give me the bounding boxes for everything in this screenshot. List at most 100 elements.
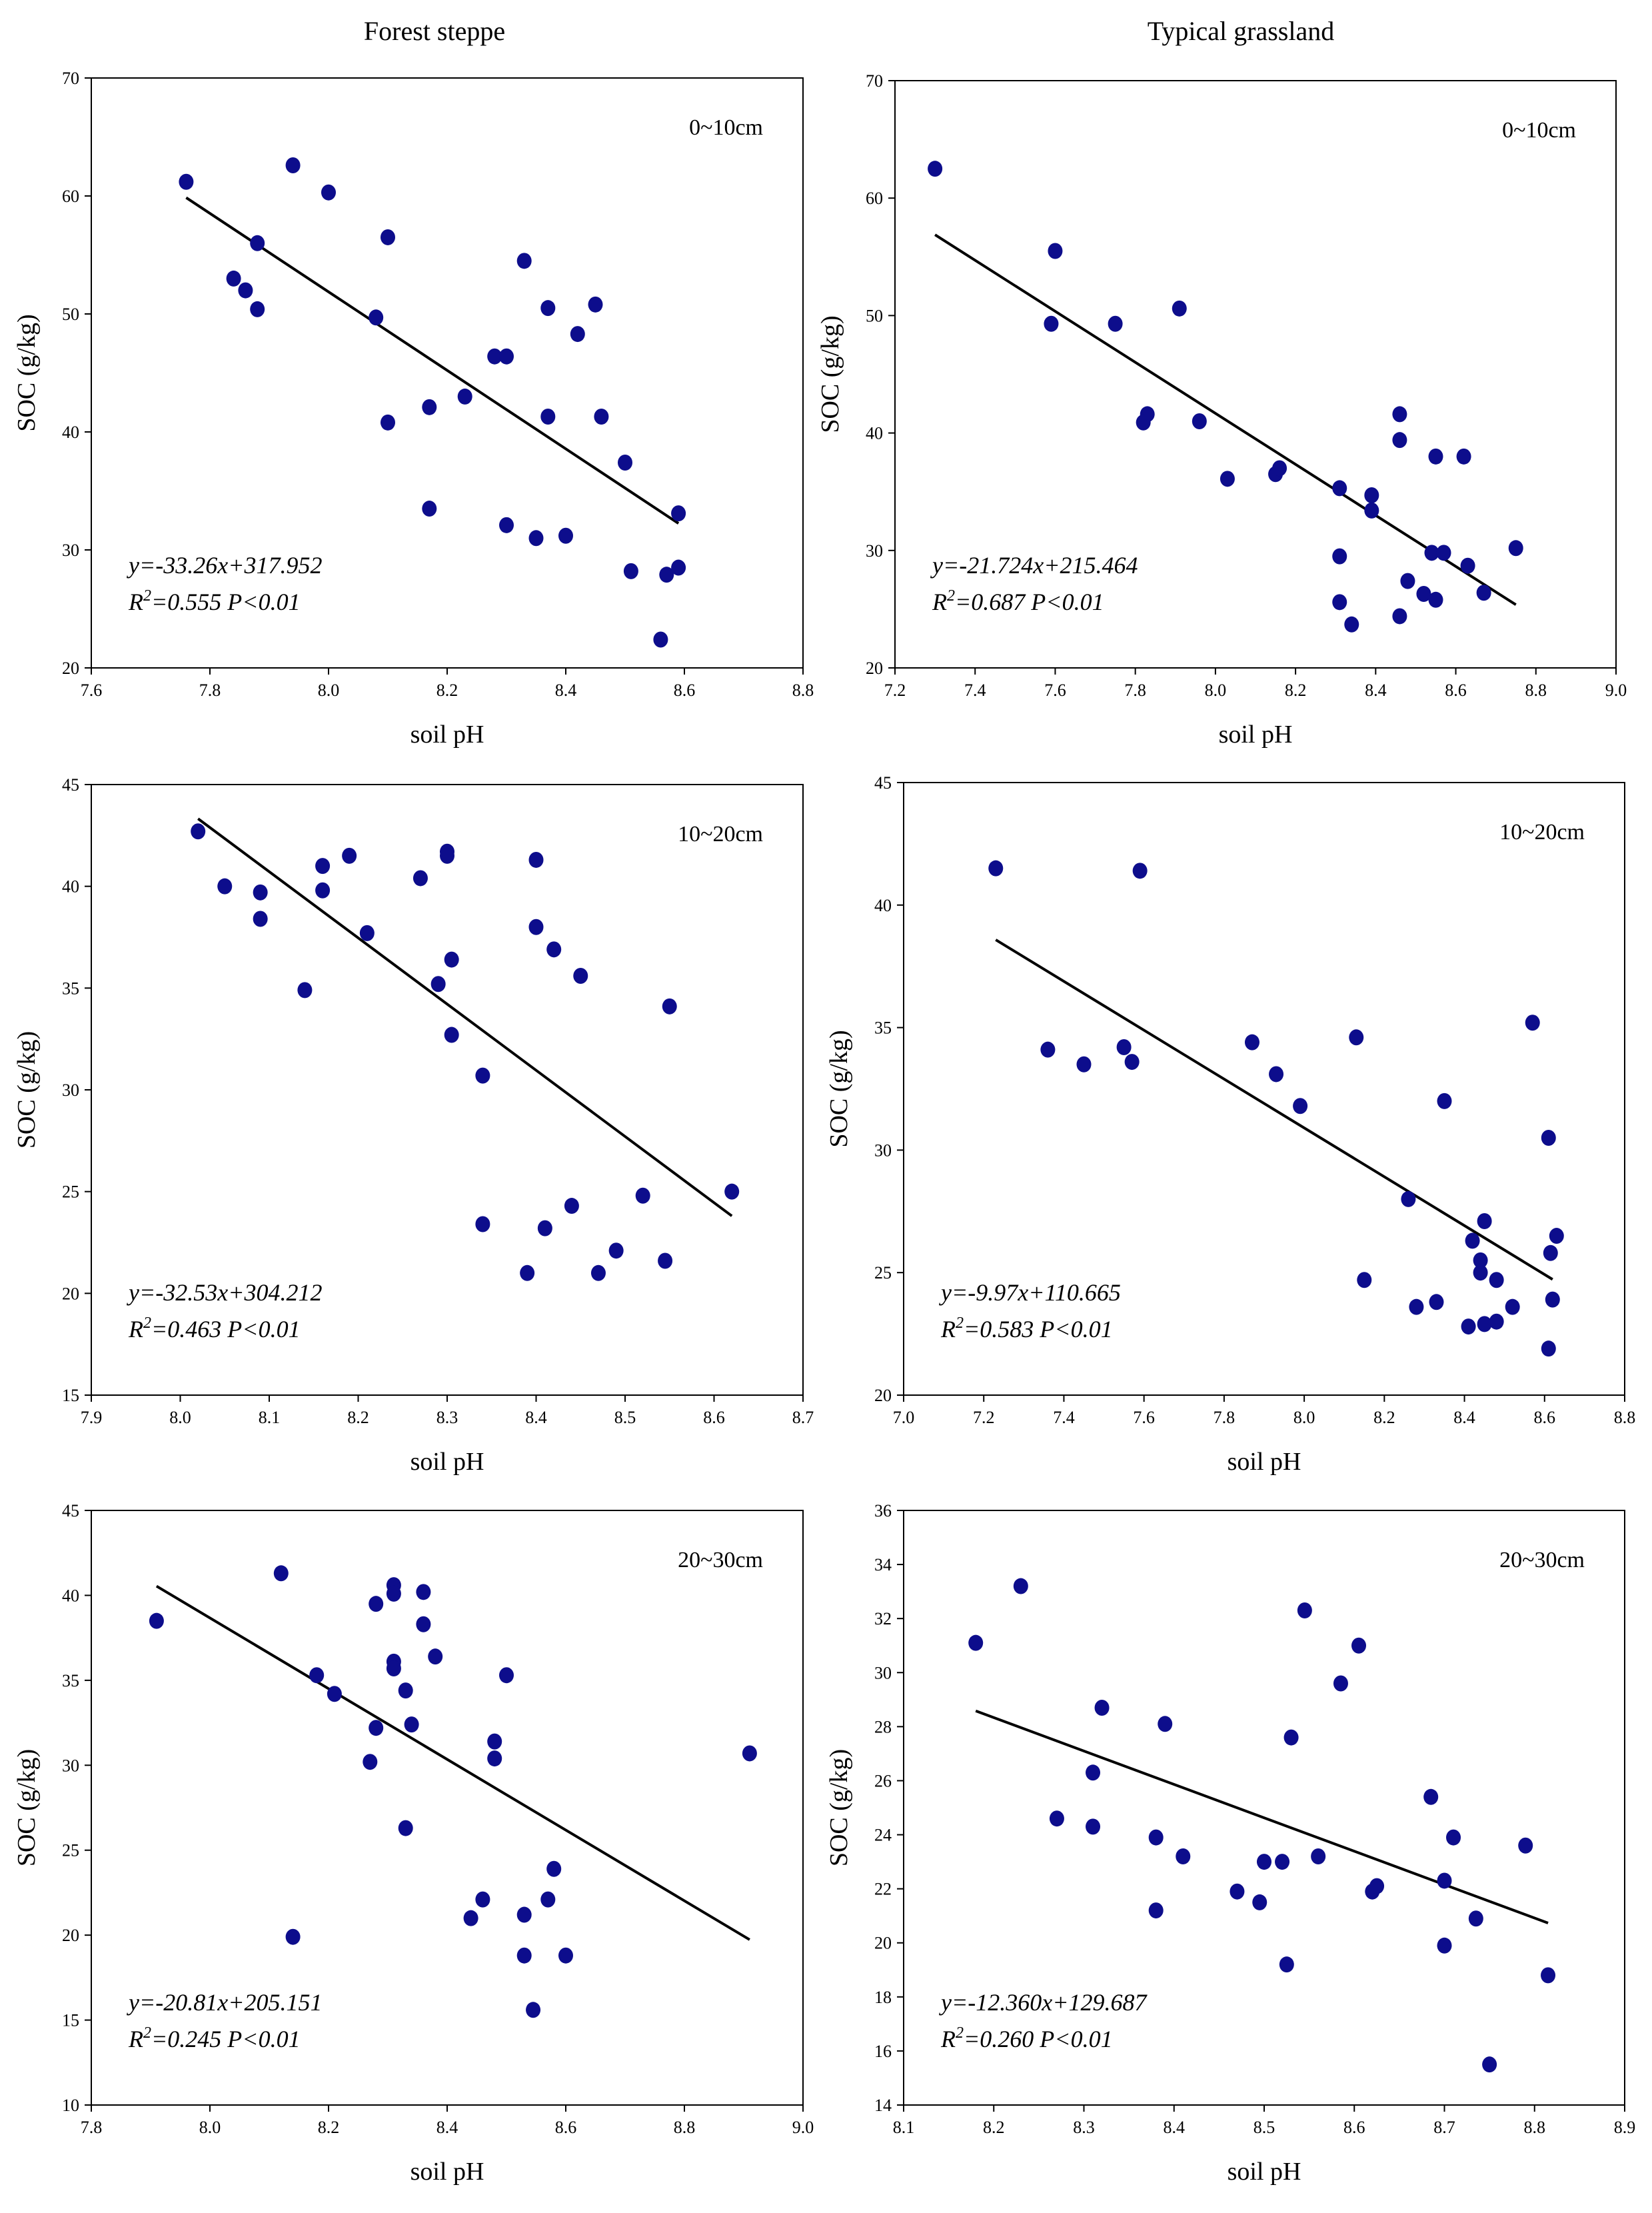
x-tick-label: 8.8 — [792, 681, 814, 700]
data-point — [1293, 1098, 1308, 1114]
x-tick-label: 9.0 — [1605, 681, 1627, 700]
data-point — [369, 1596, 384, 1612]
y-tick-label: 30 — [866, 541, 883, 561]
data-point — [1392, 432, 1407, 449]
chart-panel-5: 7.8 8.0 8.2 8.4 8.6 8.8 9.0 10 15 20 25 30 35 40 45 soi… — [13, 1501, 814, 2186]
depth-label: 20~30cm — [1499, 1548, 1585, 1572]
data-point — [1279, 1956, 1294, 1973]
r-squared-text: R2=0.583 P<0.01 — [940, 1314, 1113, 1342]
data-point — [416, 1584, 431, 1600]
data-point — [475, 1891, 490, 1908]
x-tick-label: 8.7 — [1433, 2118, 1455, 2137]
data-point — [1473, 1264, 1488, 1281]
data-point — [558, 1947, 573, 1964]
x-tick-label: 8.6 — [1343, 2118, 1365, 2137]
data-point — [1351, 1637, 1367, 1654]
y-tick-label: 24 — [874, 1826, 892, 1845]
charts-grid: 7.6 7.8 8.0 8.2 8.4 8.6 8.8 20 30 40 50 60 70 soil pH… — [13, 69, 1635, 2186]
x-tick-label: 8.8 — [1525, 681, 1547, 700]
r-squared-text: R2=0.555 P<0.01 — [128, 587, 301, 615]
r-squared-text: R2=0.245 P<0.01 — [128, 2024, 301, 2052]
data-point — [1048, 243, 1063, 259]
column-title-typical-grassland: Typical grassland — [1148, 16, 1334, 46]
data-point — [1272, 460, 1287, 477]
regression-equation: y=-33.26x+317.952 — [127, 552, 323, 579]
data-point — [386, 1660, 401, 1677]
data-point — [1473, 1252, 1488, 1268]
data-point — [540, 300, 556, 317]
y-tick-label: 70 — [62, 69, 79, 88]
data-point — [1461, 1318, 1476, 1335]
data-point — [1040, 1041, 1056, 1058]
data-point — [416, 1616, 431, 1632]
y-tick-label: 32 — [874, 1609, 892, 1628]
data-point — [413, 870, 428, 887]
data-point — [1148, 1902, 1164, 1919]
data-point — [724, 1183, 740, 1200]
data-point — [608, 1242, 624, 1259]
data-point — [1086, 1818, 1101, 1835]
data-point — [528, 530, 544, 547]
x-tick-label: 7.2 — [884, 681, 906, 700]
y-tick-label: 50 — [62, 305, 79, 324]
y-tick-label: 45 — [62, 775, 79, 795]
x-tick-label: 8.6 — [703, 1408, 725, 1427]
r-squared-text: R2=0.687 P<0.01 — [932, 587, 1104, 615]
plot-frame — [91, 1510, 804, 2106]
x-tick-label: 8.1 — [259, 1408, 281, 1427]
x-tick-label: 7.8 — [1124, 681, 1146, 700]
data-point — [1489, 1272, 1504, 1288]
data-point — [363, 1754, 378, 1770]
data-point — [321, 184, 336, 201]
y-tick-label: 16 — [874, 2042, 892, 2061]
x-tick-label: 7.4 — [964, 681, 986, 700]
y-tick-label: 30 — [62, 1081, 79, 1100]
data-point — [430, 976, 446, 993]
data-point — [422, 399, 437, 415]
data-point — [1252, 1894, 1267, 1910]
data-point — [238, 282, 253, 299]
x-tick-label: 8.9 — [1614, 2118, 1636, 2137]
x-tick-label: 8.6 — [1534, 1408, 1556, 1427]
data-point — [1446, 1829, 1461, 1846]
data-point — [1465, 1232, 1480, 1249]
y-tick-label: 25 — [62, 1841, 79, 1860]
data-point — [463, 1910, 478, 1926]
data-point — [564, 1198, 579, 1214]
data-point — [422, 501, 437, 517]
x-tick-label: 8.2 — [1285, 681, 1307, 700]
data-point — [968, 1634, 984, 1651]
data-point — [1401, 1190, 1416, 1207]
data-point — [570, 326, 585, 343]
depth-label: 10~20cm — [1499, 820, 1585, 845]
y-tick-label: 20 — [62, 1284, 79, 1303]
data-point — [386, 1585, 401, 1602]
regression-line — [995, 939, 1553, 1281]
x-tick-label: 8.2 — [347, 1408, 369, 1427]
data-point — [1357, 1272, 1372, 1288]
y-tick-label: 40 — [866, 424, 883, 443]
y-tick-label: 35 — [62, 1671, 79, 1690]
data-point — [457, 388, 472, 405]
data-point — [440, 847, 454, 864]
x-tick-label: 7.6 — [1044, 681, 1066, 700]
data-point — [1049, 1810, 1064, 1827]
x-tick-label: 8.4 — [555, 681, 577, 700]
y-tick-label: 15 — [62, 2011, 79, 2030]
data-point — [1400, 573, 1415, 589]
data-point — [1423, 1788, 1439, 1805]
regression-equation: y=-12.360x+129.687 — [939, 1989, 1148, 2016]
data-point — [404, 1716, 419, 1733]
data-point — [1136, 414, 1151, 431]
data-point — [1437, 1093, 1452, 1109]
chart-panel-3: 7.9 8.0 8.1 8.2 8.3 8.4 8.5 8.6 8.7 15 20 25 30 35 40 4… — [13, 775, 814, 1476]
x-tick-label: 8.0 — [199, 2118, 221, 2137]
data-point — [499, 517, 514, 533]
data-point — [546, 941, 562, 958]
depth-label: 10~20cm — [678, 822, 763, 847]
data-point — [499, 348, 514, 365]
depth-label: 20~30cm — [678, 1548, 763, 1572]
data-point — [540, 1891, 556, 1908]
data-point — [369, 1720, 384, 1736]
y-axis-label: SOC (g/kg) — [13, 1031, 41, 1148]
